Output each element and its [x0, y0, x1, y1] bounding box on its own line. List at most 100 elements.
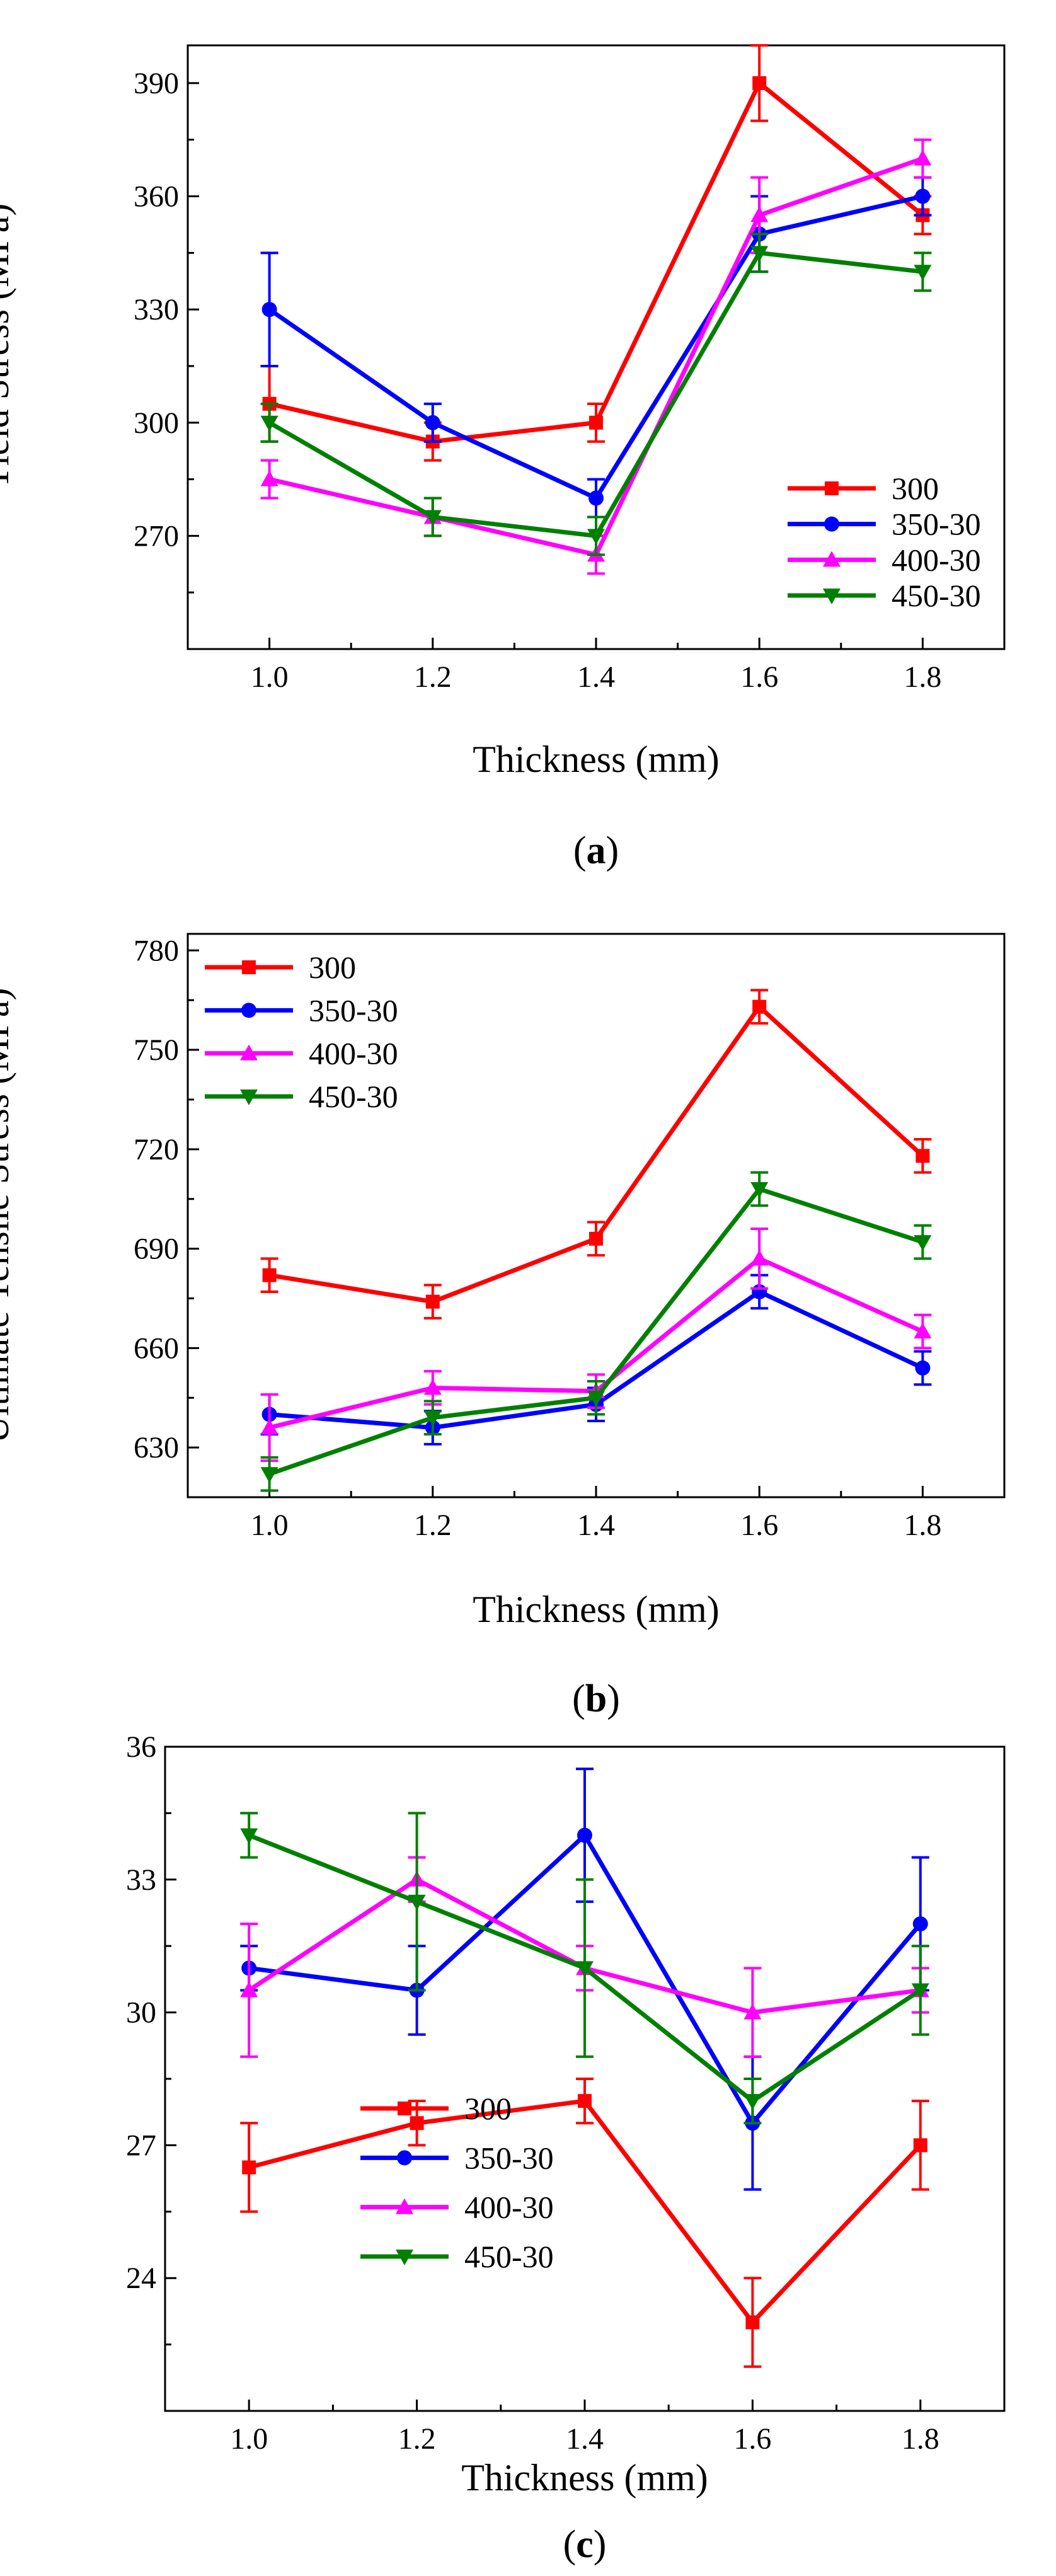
data-point	[260, 470, 278, 486]
legend-marker	[396, 2250, 413, 2265]
data-point	[242, 2160, 256, 2175]
y-tick-label: 780	[134, 934, 179, 967]
data-point	[262, 1268, 277, 1282]
legend-marker	[242, 960, 256, 974]
series-450-30	[260, 1171, 932, 1492]
data-point	[260, 1418, 278, 1435]
data-point	[914, 1235, 932, 1251]
legend-marker	[241, 1003, 256, 1018]
x-tick-label: 1.4	[566, 2422, 604, 2456]
data-point	[423, 1379, 442, 1395]
y-tick-label: 24	[126, 2262, 156, 2295]
data-point	[425, 415, 440, 430]
y-tick-label: 300	[134, 406, 179, 440]
legend-label: 300	[309, 950, 356, 985]
data-point	[425, 1294, 440, 1309]
y-axis-title: Ultimate Tensile Stress (MPa)	[0, 988, 16, 1444]
legend-marker	[240, 1090, 258, 1105]
series-line	[268, 194, 924, 501]
data-point	[423, 510, 442, 526]
x-tick-label: 1.0	[251, 1509, 289, 1542]
legend-marker	[240, 1044, 258, 1061]
y-tick-label: 660	[134, 1331, 179, 1365]
data-point	[260, 1467, 278, 1483]
data-point	[915, 188, 931, 204]
y-tick-label: 720	[134, 1133, 179, 1166]
x-tick-label: 1.4	[577, 1509, 615, 1542]
y-tick-label: 630	[134, 1431, 179, 1464]
legend-marker	[397, 2150, 412, 2166]
legend-label: 300	[892, 471, 939, 506]
data-point	[587, 529, 605, 545]
legend-label: 450-30	[309, 1079, 398, 1114]
data-point	[914, 149, 932, 166]
series-400-30	[260, 1228, 932, 1463]
chart-panel-b: 1.0 1.2 1.4 1.6 1.8 630 660 690 720 750 780 Thickne…	[0, 933, 1006, 1720]
x-tick-label: 1.4	[577, 660, 615, 694]
x-tick-label: 1.8	[904, 1509, 941, 1542]
x-tick-label: 1.2	[414, 660, 452, 694]
y-tick-label: 270	[134, 519, 179, 553]
data-point	[576, 1961, 594, 1977]
x-tick-label: 1.0	[230, 2422, 268, 2456]
legend-marker	[396, 2198, 413, 2214]
panel-caption: (b)	[572, 1677, 620, 1720]
data-point	[745, 2315, 760, 2330]
legend-label: 350-30	[309, 992, 398, 1028]
data-point	[743, 2003, 762, 2020]
data-point	[589, 415, 603, 430]
legend-label: 400-30	[892, 542, 981, 577]
data-point	[750, 246, 769, 262]
y-axis-title: Yield Stress (MPa)	[0, 204, 16, 492]
data-point	[915, 1360, 931, 1376]
y-tick-label: 750	[134, 1033, 179, 1067]
x-tick-label: 1.0	[251, 660, 289, 694]
legend-label: 400-30	[309, 1036, 398, 1071]
legend-label: 450-30	[464, 2239, 554, 2274]
data-point	[260, 415, 278, 432]
panel-letter: b	[585, 1677, 607, 1720]
legend-marker	[398, 2102, 411, 2115]
panel-letter: a	[587, 829, 606, 872]
data-point	[587, 1391, 605, 1407]
legend: 300 350-30 400-30 450-30	[205, 950, 398, 1114]
panel-caption: (c)	[563, 2523, 607, 2566]
data-point	[750, 206, 769, 222]
y-tick-label: 36	[126, 1730, 156, 1764]
y-tick-label: 27	[126, 2129, 156, 2162]
data-point	[240, 1828, 258, 1844]
legend-label: 400-30	[464, 2190, 554, 2225]
data-point	[914, 1323, 932, 1339]
series-300	[240, 2078, 929, 2368]
legend-label: 450-30	[892, 578, 981, 613]
legend-label: 300	[464, 2091, 512, 2126]
series-300	[260, 44, 932, 462]
legend-label: 350-30	[464, 2140, 554, 2175]
legend-marker	[825, 481, 839, 495]
data-point	[913, 2138, 927, 2153]
data-point	[912, 1916, 928, 1932]
data-point	[261, 302, 277, 318]
data-point	[578, 2094, 592, 2108]
data-point	[752, 76, 767, 90]
data-point	[915, 1149, 930, 1163]
panel-letter: c	[576, 2523, 594, 2566]
series-350-30	[260, 1274, 932, 1446]
x-tick-label: 1.6	[733, 2422, 771, 2456]
x-tick-label: 1.2	[398, 2422, 436, 2456]
y-tick-label: 360	[134, 180, 179, 214]
x-axis-title: Thickness (mm)	[461, 2457, 708, 2498]
legend-label: 350-30	[892, 507, 981, 542]
data-point	[752, 999, 767, 1014]
series-450-30	[240, 1812, 929, 2125]
data-point	[588, 490, 604, 506]
data-point	[408, 1894, 426, 1911]
data-point	[577, 1827, 592, 1843]
x-tick-label: 1.6	[740, 1509, 778, 1542]
y-tick-label: 390	[134, 67, 179, 100]
x-axis-title: Thickness (mm)	[473, 739, 720, 780]
data-point	[410, 2116, 424, 2130]
